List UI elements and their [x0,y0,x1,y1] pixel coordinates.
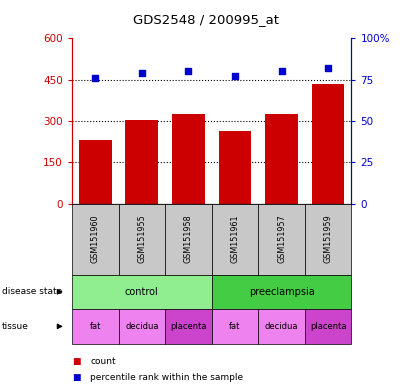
Bar [172,114,205,204]
Point [185,68,192,74]
Point [139,70,145,76]
Point [278,68,285,74]
Text: ■: ■ [72,357,81,366]
Bar [312,84,344,204]
Text: GSM151957: GSM151957 [277,215,286,263]
Text: placenta: placenta [310,322,346,331]
Text: GSM151958: GSM151958 [184,215,193,263]
Text: count: count [90,357,116,366]
Text: fat: fat [229,322,241,331]
Text: decidua: decidua [265,322,298,331]
Text: GDS2548 / 200995_at: GDS2548 / 200995_at [132,13,279,26]
Point [232,73,238,79]
Text: fat: fat [90,322,101,331]
Text: GSM151960: GSM151960 [91,215,100,263]
Text: ■: ■ [72,372,81,382]
Text: decidua: decidua [125,322,159,331]
Text: placenta: placenta [170,322,207,331]
Bar [79,140,111,204]
Point [92,75,99,81]
Bar [219,131,251,204]
Bar [125,119,158,204]
Text: disease state: disease state [2,287,62,296]
Text: GSM151961: GSM151961 [231,215,240,263]
Text: control: control [125,287,159,297]
Text: GSM151959: GSM151959 [323,215,332,263]
Text: tissue: tissue [2,322,29,331]
Text: percentile rank within the sample: percentile rank within the sample [90,372,244,382]
Text: GSM151955: GSM151955 [137,215,146,263]
Bar [265,114,298,204]
Point [325,65,331,71]
Text: preeclampsia: preeclampsia [249,287,314,297]
